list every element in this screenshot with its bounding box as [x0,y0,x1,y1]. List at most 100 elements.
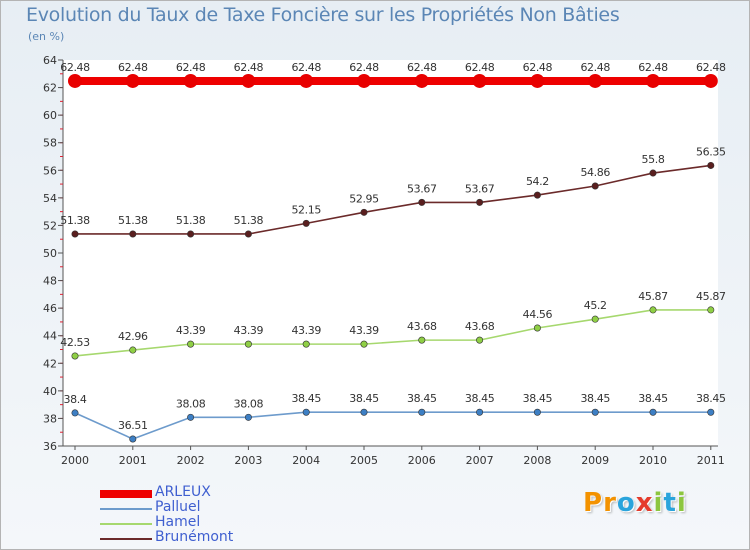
data-point-arleux [299,73,314,88]
data-label-palluel: 38.4 [64,393,87,406]
data-point-arleux [68,73,82,88]
data-point-brun-mont [360,208,368,216]
data-label-palluel: 38.08 [234,397,264,410]
logo-letter: t [663,488,677,518]
data-point-brun-mont [187,230,195,238]
series-line-hamel [74,309,711,357]
y-tick-label: 48 [43,275,57,288]
data-point-palluel [129,435,137,443]
data-point-hamel [649,306,657,314]
data-label-arleux: 62.48 [638,61,668,74]
series-line-palluel [74,411,711,440]
data-label-hamel: 43.39 [291,324,321,337]
y-tick-label: 38 [43,412,57,425]
data-label-arleux: 62.48 [523,61,553,74]
x-tick-label: 2006 [408,454,436,467]
data-point-arleux [414,73,429,88]
data-point-brun-mont [533,191,541,199]
data-point-palluel [476,408,484,416]
data-point-hamel [244,340,252,348]
data-label-hamel: 42.53 [60,336,90,349]
data-point-hamel [476,336,484,344]
data-point-hamel [302,340,310,348]
data-point-arleux [588,73,603,88]
plot-area [63,60,718,446]
y-tick-label: 40 [43,385,57,398]
legend-label: ARLEUX [155,484,211,500]
data-label-brun-mont: 52.15 [291,203,321,216]
data-point-hamel [360,340,368,348]
data-label-hamel: 43.39 [234,324,264,337]
data-label-hamel: 42.96 [118,330,148,343]
data-point-arleux [183,73,198,88]
data-point-palluel [418,408,426,416]
data-point-brun-mont [418,198,426,206]
data-label-palluel: 38.45 [291,392,321,405]
data-label-brun-mont: 56.35 [696,145,726,158]
data-point-hamel [591,315,599,323]
data-label-hamel: 44.56 [523,308,553,321]
data-point-hamel [533,324,541,332]
data-label-hamel: 43.68 [407,320,437,333]
data-label-arleux: 62.48 [580,61,610,74]
data-point-arleux [646,73,660,88]
data-point-hamel [707,306,715,314]
data-point-palluel [244,413,252,421]
data-point-brun-mont [591,182,599,190]
logo-letter: i [676,488,687,518]
logo-letter: P [583,488,604,518]
y-tick-label: 42 [43,357,57,370]
data-point-palluel [360,408,368,416]
data-label-brun-mont: 52.95 [349,192,379,205]
logo-letter: x [635,488,654,518]
data-point-arleux [125,73,140,88]
logo-letter: r [603,488,617,518]
data-label-brun-mont: 54.86 [580,166,610,179]
x-tick-label: 2004 [292,454,320,467]
data-point-palluel [591,408,599,416]
data-label-brun-mont: 51.38 [118,214,148,227]
data-point-palluel [187,413,195,421]
data-point-arleux [530,73,545,88]
data-label-palluel: 38.45 [696,392,726,405]
data-label-hamel: 45.2 [584,299,607,312]
data-point-arleux [357,73,371,88]
data-label-palluel: 38.45 [407,392,437,405]
data-label-palluel: 36.51 [118,419,148,432]
data-label-arleux: 62.48 [118,61,148,74]
logo-letter: o [616,488,636,518]
legend-label: Brunémont [155,529,234,545]
y-tick-label: 36 [43,440,57,453]
data-label-arleux: 62.48 [349,61,379,74]
data-label-brun-mont: 55.8 [642,153,665,166]
data-label-brun-mont: 53.67 [407,182,437,195]
data-label-hamel: 43.39 [176,324,206,337]
data-label-palluel: 38.45 [349,392,379,405]
y-tick-label: 56 [43,164,57,177]
y-tick-label: 60 [43,109,57,122]
y-tick-label: 62 [43,82,57,95]
data-label-arleux: 62.48 [291,61,321,74]
y-tick-label: 44 [43,330,57,343]
data-label-brun-mont: 51.38 [176,214,206,227]
data-point-hamel [129,346,137,354]
series-line-brun-mont [75,164,711,235]
data-point-palluel [302,408,310,416]
x-tick-label: 2002 [177,454,205,467]
x-tick-label: 2008 [523,454,551,467]
x-tick-label: 2007 [466,454,494,467]
data-point-brun-mont [129,230,137,238]
x-tick-label: 2009 [581,454,609,467]
data-point-palluel [71,409,79,417]
data-label-palluel: 38.45 [465,392,495,405]
data-label-brun-mont: 51.38 [234,214,264,227]
data-label-palluel: 38.45 [580,392,610,405]
data-label-palluel: 38.08 [176,397,206,410]
data-point-brun-mont [707,161,715,169]
data-point-arleux [241,73,256,88]
data-point-brun-mont [649,169,657,177]
data-label-arleux: 62.48 [465,61,495,74]
data-point-palluel [649,408,657,416]
x-tick-label: 2000 [61,454,89,467]
